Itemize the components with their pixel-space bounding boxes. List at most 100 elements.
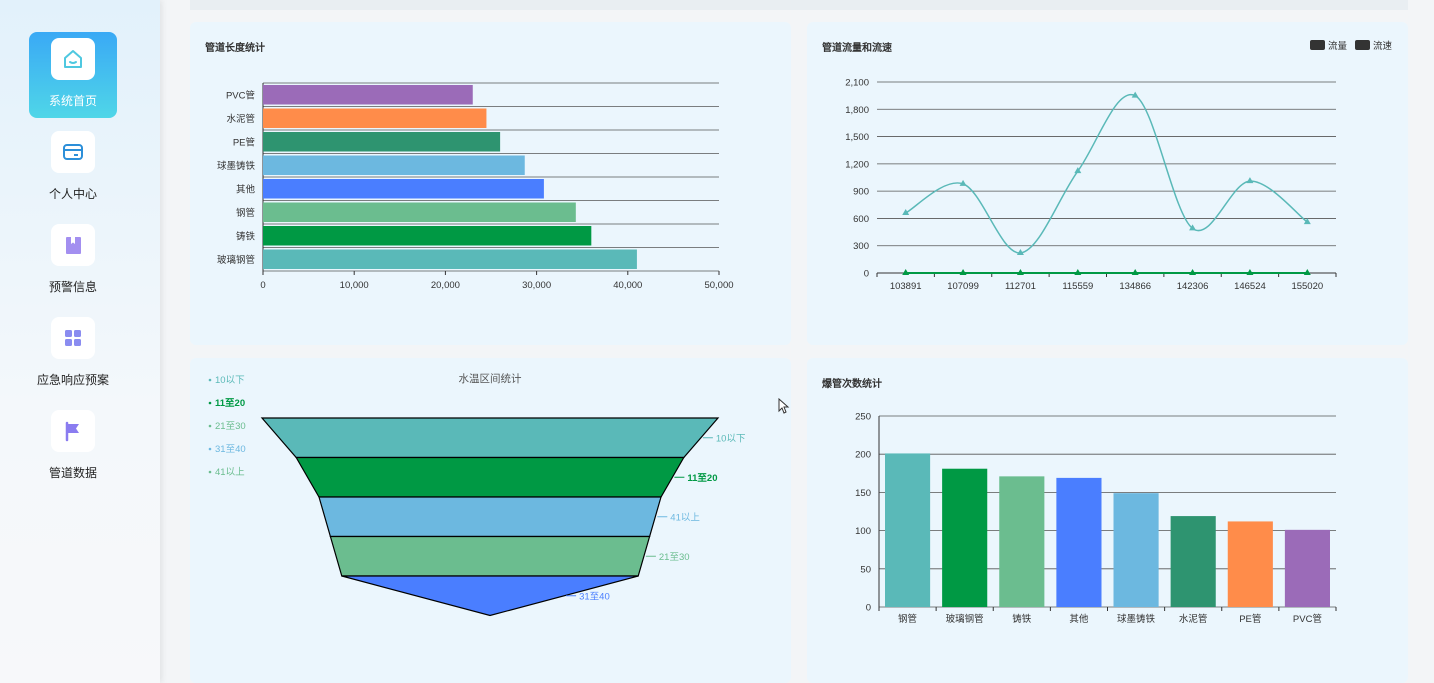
data-point xyxy=(1246,177,1254,184)
legend-swatch xyxy=(1310,40,1325,50)
legend-label: 流速 xyxy=(1373,40,1393,52)
length-chart-panel: 管道长度统计 PVC管 水泥管 PE管 球墨铸铁 其他 钢管 铸铁 玻璃钢管 0 10,000 20… xyxy=(190,22,791,345)
flag-icon xyxy=(51,410,95,452)
x-tick-label: 20,000 xyxy=(431,280,460,291)
data-point xyxy=(959,179,967,186)
x-tick-label: 134866 xyxy=(1119,281,1151,292)
funnel-segment xyxy=(341,575,639,617)
y-tick-label: 铸铁 xyxy=(236,230,256,242)
bar xyxy=(263,249,637,269)
sidebar-item-home[interactable]: 系统首页 xyxy=(29,32,117,118)
x-tick-label: 146524 xyxy=(1234,281,1266,292)
top-bar xyxy=(190,0,1408,10)
bar xyxy=(263,179,544,199)
data-point xyxy=(902,269,910,275)
y-tick-label: 球墨铸铁 xyxy=(217,160,256,172)
y-tick-label: 1,800 xyxy=(845,105,869,116)
y-tick-label: 其他 xyxy=(236,183,256,195)
x-tick-label: 142306 xyxy=(1177,281,1209,292)
book-icon xyxy=(51,224,95,266)
x-tick-label: 10,000 xyxy=(340,280,369,291)
funnel-segment xyxy=(329,535,651,577)
temp-chart-panel: 水温区间统计 10以下 11至20 21至30 31至40 41以上 10以下 11至20 41… xyxy=(190,358,791,683)
data-point xyxy=(1074,167,1082,174)
data-point xyxy=(1246,269,1254,275)
sidebar-item-label: 应急响应预案 xyxy=(36,373,109,387)
chart-title: 水温区间统计 xyxy=(459,372,522,385)
y-tick-label: 0 xyxy=(864,269,869,280)
x-tick-label: 其他 xyxy=(1069,613,1089,625)
panel-title: 管道流量和流速 xyxy=(822,43,892,54)
y-tick-label: 150 xyxy=(855,488,871,499)
segment-label: 41以上 xyxy=(670,512,700,523)
bar xyxy=(263,108,487,128)
legend-marker xyxy=(208,470,212,474)
funnel-segment xyxy=(295,456,685,498)
data-point xyxy=(1131,91,1139,98)
y-tick-label: 1,500 xyxy=(845,132,869,143)
legend-label: 11至20 xyxy=(215,398,245,409)
bar xyxy=(263,155,525,175)
y-tick-label: 250 xyxy=(855,412,871,423)
flow-line-chart: 0 300 600 900 1,200 1,500 1,800 2,100 103891 1070… xyxy=(845,40,1393,292)
x-tick-label: 钢管 xyxy=(898,613,917,625)
wallet-icon xyxy=(51,131,95,173)
flow-chart-panel: 管道流量和流速 0 300 600 900 1,200 1,500 1,800 2,100 10… xyxy=(807,22,1408,345)
legend-label: 10以下 xyxy=(215,375,245,386)
x-tick-label: 30,000 xyxy=(522,280,551,291)
x-tick-label: 155020 xyxy=(1291,281,1323,292)
bar xyxy=(1284,529,1330,607)
segment-label: 10以下 xyxy=(716,433,746,444)
data-point xyxy=(959,269,967,275)
x-tick-label: 112701 xyxy=(1005,281,1036,292)
y-tick-label: 2,100 xyxy=(845,78,869,89)
legend-label: 41以上 xyxy=(215,467,245,478)
panel-title: 爆管次数统计 xyxy=(822,379,882,390)
funnel-segment xyxy=(318,496,662,538)
sidebar-item-label: 系统首页 xyxy=(48,94,97,108)
x-tick-label: 50,000 xyxy=(704,280,733,291)
x-tick-label: 103891 xyxy=(890,281,922,292)
x-tick-label: 铸铁 xyxy=(1012,613,1032,625)
legend-marker xyxy=(208,447,212,451)
bar xyxy=(1113,493,1159,607)
data-point xyxy=(1303,269,1311,275)
sidebar-item-pipeline[interactable]: 管道数据 xyxy=(29,404,117,490)
home-icon xyxy=(51,38,95,80)
burst-bar-chart: 0 50 100 150 200 250 钢管 玻璃钢管 铸铁 其他 球墨铸铁 水泥管 PE管 PVC管 xyxy=(855,412,1337,625)
y-tick-label: 300 xyxy=(853,241,869,252)
sidebar-item-warning[interactable]: 预警信息 xyxy=(29,218,117,304)
sidebar-item-label: 预警信息 xyxy=(48,280,97,294)
x-tick-label: 0 xyxy=(260,280,265,291)
bar xyxy=(942,468,988,607)
x-tick-label: 水泥管 xyxy=(1179,613,1208,625)
bar xyxy=(885,453,931,607)
y-tick-label: PVC管 xyxy=(226,89,255,101)
data-point xyxy=(1074,269,1082,275)
mouse-cursor-icon xyxy=(778,398,790,414)
sidebar-item-profile[interactable]: 个人中心 xyxy=(29,125,117,211)
y-tick-label: 600 xyxy=(853,214,869,225)
legend-marker xyxy=(208,424,212,428)
bar xyxy=(263,85,473,105)
y-tick-label: 900 xyxy=(853,187,869,198)
legend-label: 21至30 xyxy=(215,421,246,432)
x-tick-label: 球墨铸铁 xyxy=(1117,613,1156,625)
y-tick-label: 50 xyxy=(860,564,871,575)
legend-label: 31至40 xyxy=(215,444,246,455)
data-point xyxy=(1016,269,1024,275)
sidebar-item-emergency[interactable]: 应急响应预案 xyxy=(29,311,117,397)
y-tick-label: 200 xyxy=(855,450,871,461)
segment-label: 31至40 xyxy=(579,591,610,602)
bar xyxy=(1170,516,1216,607)
x-tick-label: 115559 xyxy=(1062,281,1093,292)
grid-icon xyxy=(51,317,95,359)
x-tick-label: 107099 xyxy=(947,281,979,292)
sidebar: 系统首页 个人中心 预警信息 应急响应预案 管道数据 xyxy=(0,0,160,683)
x-tick-label: 玻璃钢管 xyxy=(946,613,984,625)
bar xyxy=(999,476,1045,607)
data-point xyxy=(902,208,910,215)
segment-label: 21至30 xyxy=(659,552,690,563)
bar xyxy=(263,202,576,222)
